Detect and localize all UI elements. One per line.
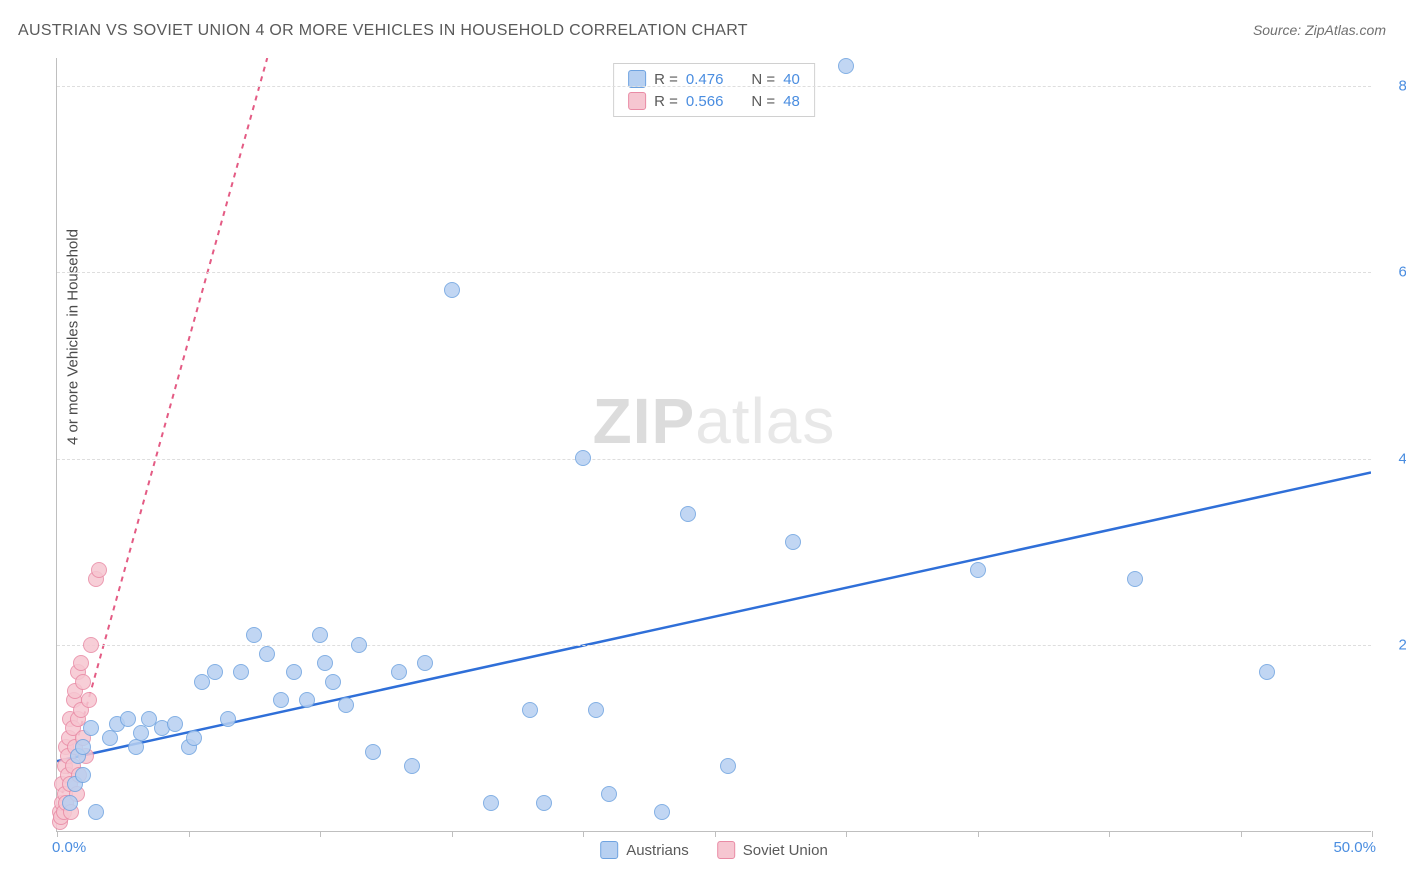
data-point — [483, 795, 499, 811]
data-point — [273, 692, 289, 708]
data-point — [404, 758, 420, 774]
data-point — [970, 562, 986, 578]
data-point — [299, 692, 315, 708]
data-point — [588, 702, 604, 718]
r-label: R = — [654, 71, 678, 88]
trend-line — [57, 472, 1371, 761]
data-point — [785, 534, 801, 550]
data-point — [88, 804, 104, 820]
data-point — [325, 674, 341, 690]
data-point — [220, 711, 236, 727]
data-point — [1259, 664, 1275, 680]
x-axis-max-label: 50.0% — [1333, 839, 1376, 856]
data-point — [654, 804, 670, 820]
data-point — [75, 767, 91, 783]
data-point — [75, 739, 91, 755]
data-point — [838, 58, 854, 74]
trend-lines-layer — [57, 58, 1371, 831]
data-point — [120, 711, 136, 727]
data-point — [128, 739, 144, 755]
correlation-legend: R = 0.476 N = 40 R = 0.566 N = 48 — [613, 63, 815, 117]
data-point — [167, 716, 183, 732]
watermark-light: atlas — [695, 385, 835, 457]
gridline — [57, 86, 1371, 87]
legend-swatch — [600, 841, 618, 859]
y-tick-label: 60.0% — [1381, 264, 1406, 281]
data-point — [680, 506, 696, 522]
data-point — [102, 730, 118, 746]
data-point — [73, 655, 89, 671]
legend-label: Soviet Union — [743, 842, 828, 859]
n-label: N = — [751, 93, 775, 110]
data-point — [91, 562, 107, 578]
r-label: R = — [654, 93, 678, 110]
watermark: ZIPatlas — [593, 384, 836, 458]
y-axis-label: 4 or more Vehicles in Household — [65, 229, 82, 445]
x-tick — [715, 831, 716, 837]
data-point — [83, 720, 99, 736]
data-point — [417, 655, 433, 671]
data-point — [720, 758, 736, 774]
data-point — [233, 664, 249, 680]
data-point — [186, 730, 202, 746]
gridline — [57, 272, 1371, 273]
y-tick-label: 20.0% — [1381, 637, 1406, 654]
data-point — [338, 697, 354, 713]
x-tick — [1241, 831, 1242, 837]
data-point — [575, 450, 591, 466]
data-point — [351, 637, 367, 653]
data-point — [601, 786, 617, 802]
data-point — [1127, 571, 1143, 587]
n-value: 40 — [783, 71, 800, 88]
x-tick — [320, 831, 321, 837]
data-point — [317, 655, 333, 671]
data-point — [207, 664, 223, 680]
legend-item: Austrians — [600, 841, 689, 859]
n-label: N = — [751, 71, 775, 88]
x-tick — [1372, 831, 1373, 837]
legend-label: Austrians — [626, 842, 689, 859]
data-point — [62, 795, 78, 811]
gridline — [57, 645, 1371, 646]
legend-swatch — [628, 92, 646, 110]
x-tick — [452, 831, 453, 837]
data-point — [81, 692, 97, 708]
chart-title: AUSTRIAN VS SOVIET UNION 4 OR MORE VEHIC… — [18, 22, 748, 40]
y-tick-label: 80.0% — [1381, 77, 1406, 94]
watermark-bold: ZIP — [593, 385, 696, 457]
x-tick — [583, 831, 584, 837]
y-tick-label: 40.0% — [1381, 450, 1406, 467]
data-point — [391, 664, 407, 680]
data-point — [312, 627, 328, 643]
data-point — [133, 725, 149, 741]
data-point — [444, 282, 460, 298]
plot-area: 4 or more Vehicles in Household ZIPatlas… — [56, 58, 1371, 832]
x-tick — [978, 831, 979, 837]
legend-item: Soviet Union — [717, 841, 828, 859]
x-tick — [846, 831, 847, 837]
legend-swatch — [717, 841, 735, 859]
data-point — [75, 674, 91, 690]
n-value: 48 — [783, 93, 800, 110]
data-point — [286, 664, 302, 680]
r-value: 0.476 — [686, 71, 724, 88]
data-point — [259, 646, 275, 662]
x-tick — [57, 831, 58, 837]
data-point — [365, 744, 381, 760]
x-axis-min-label: 0.0% — [52, 839, 86, 856]
gridline — [57, 459, 1371, 460]
r-value: 0.566 — [686, 93, 724, 110]
data-point — [246, 627, 262, 643]
legend-row: R = 0.566 N = 48 — [628, 90, 800, 112]
series-legend: Austrians Soviet Union — [600, 841, 828, 859]
data-point — [536, 795, 552, 811]
x-tick — [189, 831, 190, 837]
data-point — [83, 637, 99, 653]
data-point — [522, 702, 538, 718]
x-tick — [1109, 831, 1110, 837]
source-label: Source: ZipAtlas.com — [1253, 22, 1386, 38]
